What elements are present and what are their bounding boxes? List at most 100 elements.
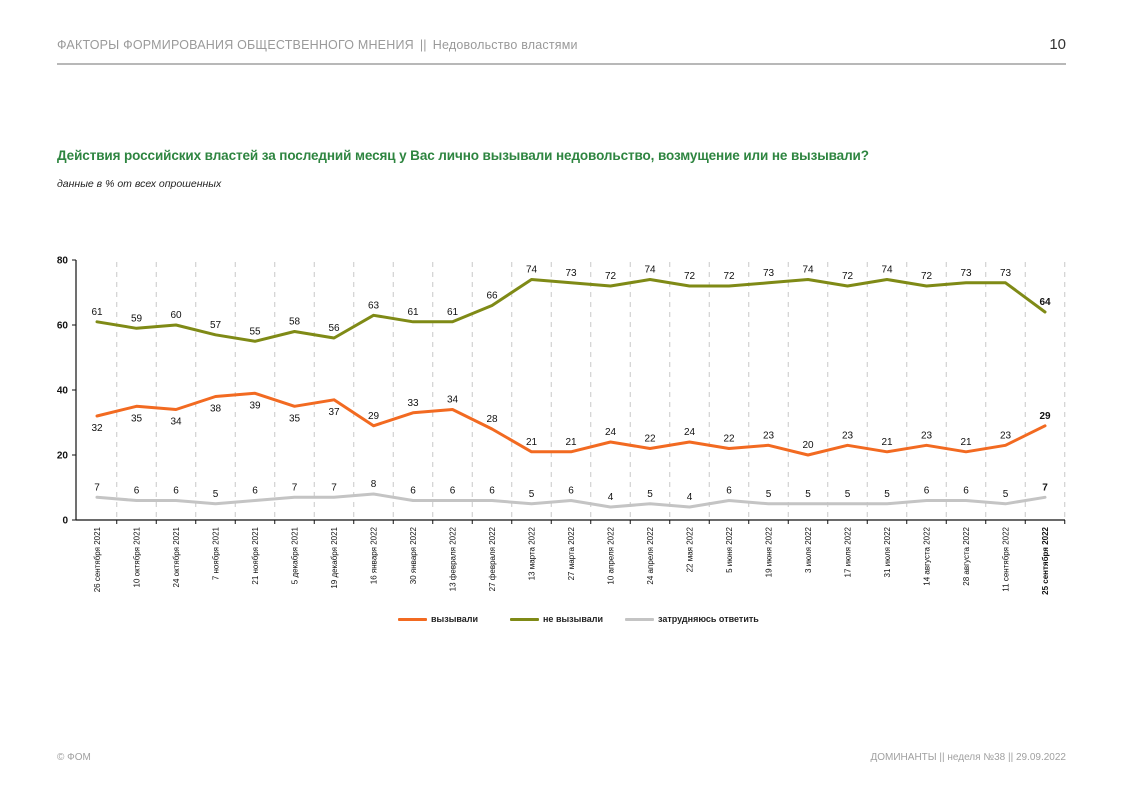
header-divider xyxy=(57,63,1066,65)
x-tick-label: 30 января 2022 xyxy=(409,526,418,584)
x-tick-label: 13 февраля 2022 xyxy=(449,526,458,591)
data-label: 72 xyxy=(842,271,854,282)
data-label: 5 xyxy=(766,489,772,500)
data-label: 72 xyxy=(605,271,617,282)
data-label: 5 xyxy=(213,489,219,500)
data-label: 6 xyxy=(924,486,930,497)
data-label: 74 xyxy=(802,265,814,276)
data-label: 23 xyxy=(921,430,933,441)
data-label: 4 xyxy=(608,492,614,503)
header-topic: Недовольство властями xyxy=(432,38,578,52)
axes: 0 20 40 60 80 xyxy=(57,256,1066,527)
data-label: 34 xyxy=(447,395,459,406)
data-label: 57 xyxy=(210,320,222,331)
data-label: 24 xyxy=(605,427,617,438)
data-label: 21 xyxy=(526,437,538,448)
footer-info: ДОМИНАНТЫ || неделя №38 || 29.09.2022 xyxy=(870,752,1066,763)
page-number: 10 xyxy=(1049,36,1066,53)
data-label: 6 xyxy=(252,486,258,497)
footer-copyright: © ФОМ xyxy=(57,752,91,763)
data-label: 6 xyxy=(963,486,969,497)
data-label: 23 xyxy=(842,430,854,441)
series-lines xyxy=(95,278,1047,509)
chart-legend: вызывали не вызывали затрудняюсь ответит… xyxy=(0,614,1121,632)
page-header: ФАКТОРЫ ФОРМИРОВАНИЯ ОБЩЕСТВЕННОГО МНЕНИ… xyxy=(57,36,1066,66)
legend-swatch xyxy=(398,617,427,621)
data-label: 60 xyxy=(170,310,182,321)
data-label: 64 xyxy=(1039,297,1051,308)
data-label: 7 xyxy=(94,482,100,493)
legend-label: вызывали xyxy=(431,614,479,624)
x-tick-label: 27 марта 2022 xyxy=(567,526,576,580)
legend-item-vyzyvali: вызывали xyxy=(398,614,478,624)
data-label: 20 xyxy=(802,440,814,451)
data-label: 72 xyxy=(723,271,735,282)
x-tick-label: 31 июля 2022 xyxy=(883,526,892,577)
data-label: 6 xyxy=(134,486,140,497)
data-label: 6 xyxy=(489,486,495,497)
data-label: 63 xyxy=(368,300,380,311)
data-label: 72 xyxy=(921,271,933,282)
data-label: 34 xyxy=(170,417,182,428)
data-label: 5 xyxy=(1003,489,1009,500)
data-label: 35 xyxy=(289,413,301,424)
data-label: 61 xyxy=(407,307,419,318)
data-label: 6 xyxy=(568,486,574,497)
x-tick-label: 22 мая 2022 xyxy=(686,526,695,572)
data-label: 23 xyxy=(1000,430,1012,441)
data-label: 22 xyxy=(723,434,735,445)
data-label: 7 xyxy=(331,482,337,493)
x-tick-label: 19 июня 2022 xyxy=(765,526,774,577)
data-label: 21 xyxy=(881,437,893,448)
data-label: 29 xyxy=(368,411,380,422)
data-label: 74 xyxy=(881,265,893,276)
data-label: 5 xyxy=(647,489,653,500)
data-label: 61 xyxy=(91,307,103,318)
legend-swatch xyxy=(510,617,539,621)
data-label: 5 xyxy=(529,489,535,500)
series-line-1 xyxy=(95,278,1047,343)
data-label: 5 xyxy=(845,489,851,500)
x-tick-label: 5 декабря 2021 xyxy=(291,526,300,584)
data-label: 6 xyxy=(173,486,179,497)
data-label: 59 xyxy=(131,313,143,324)
series-line-0 xyxy=(95,391,1047,457)
data-label: 32 xyxy=(91,423,103,434)
y-tick-label: 40 xyxy=(57,386,69,397)
data-label: 22 xyxy=(644,434,656,445)
data-label: 58 xyxy=(289,317,301,328)
data-label: 5 xyxy=(884,489,890,500)
y-tick-label: 60 xyxy=(57,321,69,332)
data-label: 21 xyxy=(960,437,972,448)
data-label: 37 xyxy=(328,407,340,418)
chart-title: Действия российских властей за последний… xyxy=(57,148,869,163)
data-label: 29 xyxy=(1039,411,1051,422)
data-label: 39 xyxy=(249,400,261,411)
x-tick-label: 11 сентября 2022 xyxy=(1002,526,1011,591)
x-tick-label: 19 декабря 2021 xyxy=(330,526,339,588)
data-label: 8 xyxy=(371,479,377,490)
legend-item-zatrudnyayus: затрудняюсь ответить xyxy=(625,614,759,624)
data-label: 73 xyxy=(1000,268,1012,279)
y-tick-label: 0 xyxy=(62,516,68,527)
data-label: 35 xyxy=(131,413,143,424)
data-label: 73 xyxy=(763,268,775,279)
data-label: 28 xyxy=(486,414,498,425)
data-label: 55 xyxy=(249,326,261,337)
data-label: 23 xyxy=(763,430,775,441)
data-label: 21 xyxy=(565,437,577,448)
chart-subtitle: данные в % от всех опрошенных xyxy=(57,178,222,190)
series-line-2 xyxy=(95,492,1047,509)
x-tick-label: 10 апреля 2022 xyxy=(607,526,616,584)
data-label: 61 xyxy=(447,307,459,318)
x-tick-label: 17 июля 2022 xyxy=(844,526,853,577)
header-title: ФАКТОРЫ ФОРМИРОВАНИЯ ОБЩЕСТВЕННОГО МНЕНИ… xyxy=(57,38,578,52)
x-tick-label: 14 августа 2022 xyxy=(923,526,932,585)
x-tick-label: 3 июля 2022 xyxy=(804,526,813,573)
legend-label: затрудняюсь ответить xyxy=(658,614,759,624)
data-label: 6 xyxy=(410,486,416,497)
x-tick-label: 16 января 2022 xyxy=(370,526,379,584)
x-tick-label: 10 октября 2021 xyxy=(133,526,142,587)
legend-swatch xyxy=(625,617,654,621)
